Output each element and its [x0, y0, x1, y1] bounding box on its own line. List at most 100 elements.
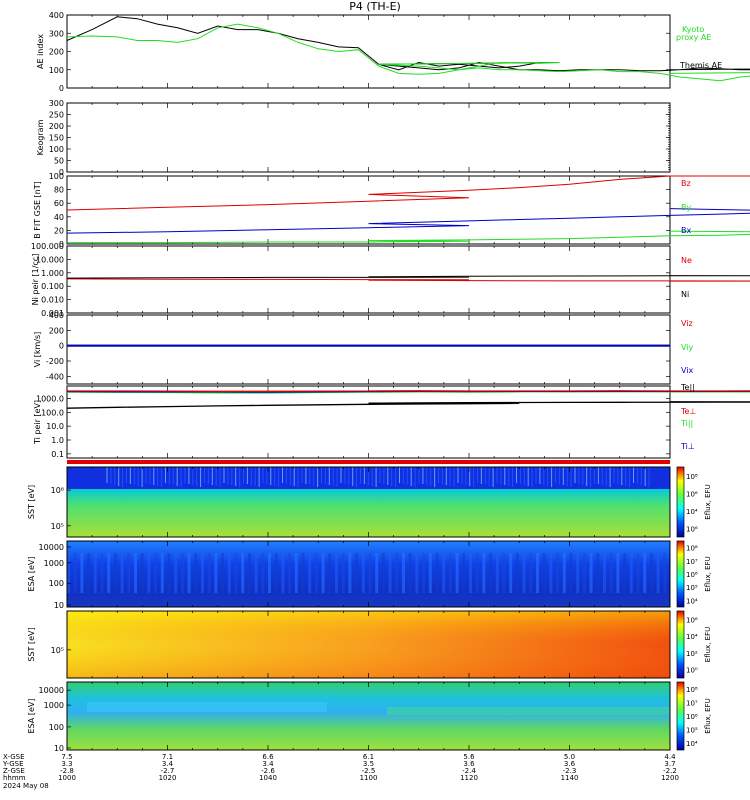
- esa-ion-texture: [609, 553, 613, 593]
- esa-ion-texture: [663, 553, 667, 593]
- y-tick-label: 400: [49, 11, 64, 20]
- y-tick-label: 10: [54, 601, 64, 610]
- legend-proxy-ae: proxy AE: [676, 33, 711, 42]
- ephem-value: -2.4: [462, 767, 476, 775]
- esa-ion-texture: [589, 553, 593, 593]
- colorbar-label: Eflux, EFU: [704, 627, 712, 662]
- esa-ion-texture: [207, 553, 211, 593]
- esa-ion-texture: [268, 553, 271, 593]
- y-tick-label: 0.010: [41, 296, 64, 305]
- colorbar-tick-label: 10⁷: [686, 558, 698, 566]
- legend-ne: Ne: [681, 256, 692, 265]
- ephem-value: 1100: [360, 774, 378, 782]
- esa-ion-texture: [147, 553, 151, 593]
- esa-ion-texture: [462, 553, 466, 593]
- esa-ion-texture: [603, 553, 606, 593]
- colorbar-tick-label: 10⁴: [686, 740, 698, 748]
- y-tick-label: 200: [49, 326, 64, 335]
- legend-kyoto: Kyoto: [682, 25, 704, 34]
- y-tick-label: 100: [49, 172, 64, 181]
- colorbar-tick-label: 10⁸: [686, 473, 698, 481]
- esa-ion-texture: [247, 553, 251, 593]
- esa-ion-texture: [294, 553, 298, 593]
- esa-ion-texture: [194, 553, 198, 593]
- y-tick-label: 60: [54, 199, 64, 208]
- esa-ion-texture: [502, 553, 506, 593]
- esa-ion-texture: [623, 553, 627, 593]
- y-tick-label: 100: [49, 66, 64, 75]
- y-tick-label: 100: [49, 145, 64, 154]
- esa-ion-texture: [140, 553, 144, 593]
- esa-ion-texture: [361, 553, 365, 593]
- esa-ion-texture: [482, 553, 486, 593]
- esa-ion-texture: [180, 553, 184, 593]
- y-tick-label: 10.000: [36, 255, 64, 264]
- esa-ion-texture: [127, 553, 131, 593]
- y-tick-label: 0: [59, 240, 64, 249]
- esa-ion-texture: [100, 553, 104, 593]
- legend-te-par: Te||: [680, 383, 695, 392]
- esa-ion-texture: [582, 553, 586, 593]
- ephem-value: -2.7: [161, 767, 175, 775]
- y-tick-label: 150: [49, 134, 64, 143]
- y-tick-label: 10000: [39, 686, 64, 695]
- colorbar-tick-label: 10⁴: [686, 597, 698, 605]
- y-tick-label: -200: [46, 357, 64, 366]
- ephem-value: -2.6: [261, 767, 275, 775]
- ephem-value: 3.6: [463, 760, 475, 768]
- esa-ion-texture: [120, 553, 124, 593]
- y-tick-label: 80: [54, 186, 64, 195]
- y-tick-label: 100: [49, 579, 64, 588]
- ephem-value: 3.4: [262, 760, 274, 768]
- ephem-value: -2.3: [563, 767, 577, 775]
- ephem-value: 3.7: [664, 760, 675, 768]
- colorbar-tick-label: 10⁶: [686, 713, 698, 721]
- esa-ion-texture: [542, 553, 546, 593]
- density-ylabel: Ni peir [1/cc]: [31, 254, 40, 306]
- esa-ion-texture: [314, 553, 318, 593]
- colorbar-label: Eflux, EFU: [704, 698, 712, 733]
- colorbar-tick-label: 10⁵: [686, 584, 698, 592]
- esa-elec-ylabel: ESA [eV]: [27, 699, 36, 734]
- legend-te-perp: Te⊥: [680, 407, 696, 416]
- esa-ion-texture: [113, 553, 117, 593]
- esa-ion-texture: [388, 553, 392, 593]
- plot-title: P4 (TH-E): [349, 0, 401, 13]
- ephem-value: 5.0: [564, 753, 575, 761]
- esa-ion-texture: [107, 553, 111, 593]
- esa-ion-texture: [301, 553, 305, 593]
- y-tick-label: 1000.0: [36, 394, 64, 403]
- esa-ion-texture: [408, 553, 412, 593]
- esa-ion-texture: [381, 553, 385, 593]
- esa-ion-texture: [67, 553, 70, 593]
- ephem-row-label: hhmm: [3, 774, 26, 782]
- ephem-value: 3.5: [363, 760, 374, 768]
- colorbar-tick-label: 10⁸: [686, 686, 698, 694]
- y-tick-label: 0: [59, 168, 64, 177]
- esa-ion-texture: [515, 553, 519, 593]
- esa-ion-texture: [214, 553, 218, 593]
- y-tick-label: 0.001: [41, 309, 64, 318]
- esa-ion-texture: [368, 553, 372, 593]
- esa-ion-texture: [562, 553, 566, 593]
- y-tick-label: 200: [49, 48, 64, 57]
- esa-ion-texture: [469, 553, 472, 593]
- ae-ylabel: AE index: [36, 34, 45, 69]
- esa-ion-texture: [80, 553, 84, 593]
- colorbar-tick-label: 10⁵: [686, 727, 698, 735]
- ephem-value: 3.4: [162, 760, 174, 768]
- esa-ion-texture: [629, 553, 633, 593]
- ephem-row-label: X-GSE: [3, 753, 25, 761]
- flag-bar: [67, 460, 670, 464]
- legend-ti-perp: Ti⊥: [680, 442, 695, 451]
- esa-ion-texture: [335, 553, 338, 593]
- ephem-value: 1200: [661, 774, 679, 782]
- esa-ion-texture: [234, 553, 238, 593]
- esa-ion-texture: [643, 553, 647, 593]
- ephem-value: 1000: [58, 774, 76, 782]
- y-tick-label: 10.0: [46, 422, 64, 431]
- esa-ion-texture: [261, 553, 265, 593]
- esa-ion-texture: [475, 553, 479, 593]
- esa-ion-texture: [522, 553, 526, 593]
- colorbar-tick-label: 10⁶: [686, 525, 698, 533]
